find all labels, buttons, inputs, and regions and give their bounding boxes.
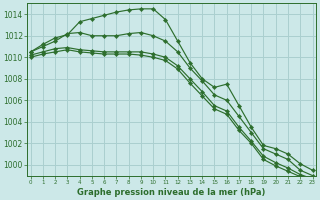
X-axis label: Graphe pression niveau de la mer (hPa): Graphe pression niveau de la mer (hPa): [77, 188, 266, 197]
